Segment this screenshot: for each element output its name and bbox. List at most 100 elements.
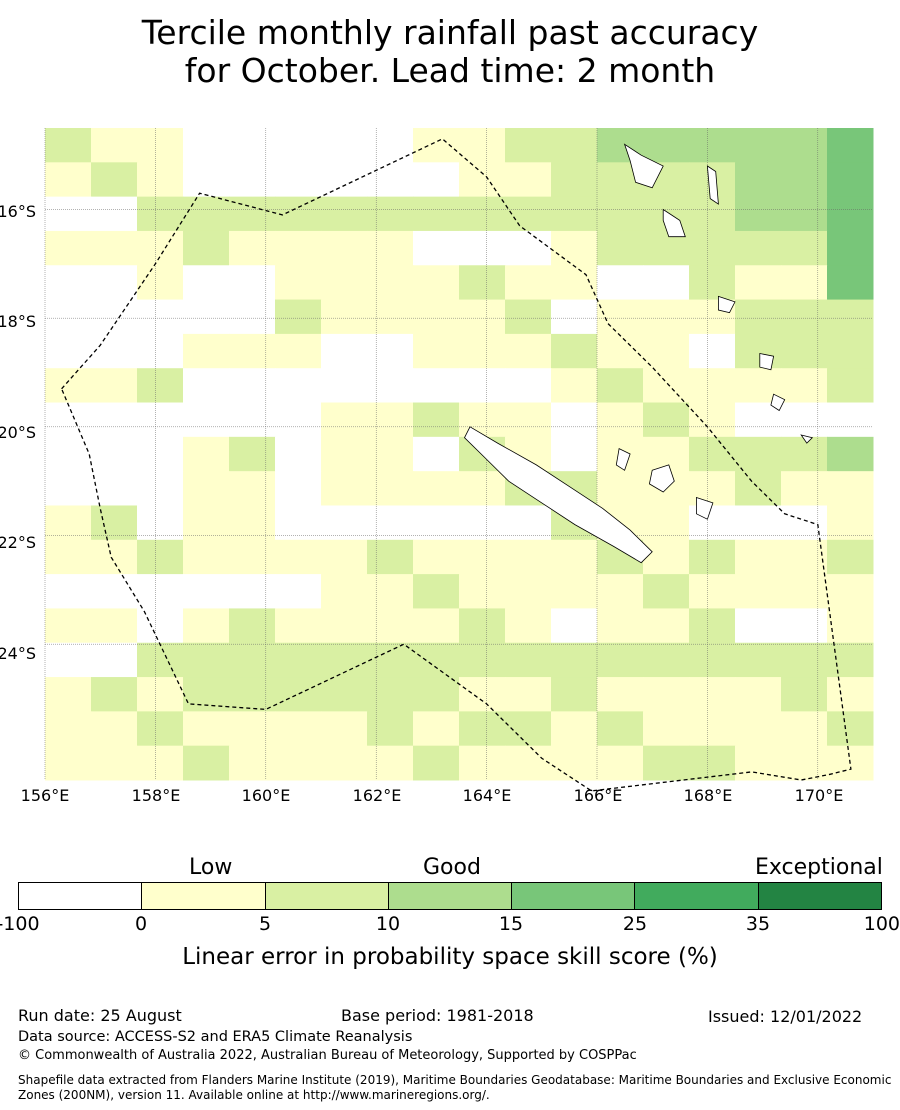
skill-cell <box>367 265 414 301</box>
skill-cell <box>781 608 828 644</box>
skill-cell <box>229 539 276 575</box>
skill-cell <box>643 677 690 712</box>
skill-cell <box>781 333 828 369</box>
base-period: Base period: 1981-2018 <box>341 1006 534 1025</box>
island-malakula <box>662 208 686 238</box>
skill-cell <box>735 471 782 506</box>
skill-cell <box>91 196 138 232</box>
skill-cell <box>229 299 276 335</box>
skill-cell <box>827 333 874 369</box>
skill-cell <box>781 471 828 506</box>
skill-cell <box>413 162 460 198</box>
skill-cell <box>597 711 644 747</box>
skill-cell <box>735 539 782 575</box>
skill-cell <box>321 128 368 163</box>
eez-boundary <box>60 138 852 792</box>
skill-cell <box>183 505 230 541</box>
skill-cell <box>229 196 276 232</box>
skill-cell <box>91 162 138 198</box>
skill-cell <box>137 711 184 747</box>
skill-cell <box>597 574 644 609</box>
skill-cell <box>827 471 874 506</box>
skill-cell <box>91 368 138 404</box>
skill-cell <box>597 608 644 644</box>
skill-cell <box>735 677 782 712</box>
skill-cell <box>45 505 92 541</box>
skill-cell <box>229 642 276 678</box>
skill-cell <box>551 299 598 335</box>
skill-cell <box>91 265 138 301</box>
skill-cell <box>597 677 644 712</box>
skill-cell <box>137 745 184 781</box>
skill-cell <box>229 745 276 781</box>
skill-cell <box>45 711 92 747</box>
skill-cell <box>137 265 184 301</box>
skill-cell <box>689 333 736 369</box>
island-aneityum <box>800 434 814 444</box>
title-line-1: Tercile monthly rainfall past accuracy <box>141 13 759 52</box>
island-tanna <box>770 393 786 412</box>
skill-cell <box>689 642 736 678</box>
y-tick-label: 20°S <box>0 423 36 442</box>
skill-cell <box>505 505 552 541</box>
skill-cell <box>689 230 736 266</box>
skill-cell <box>413 539 460 575</box>
skill-cell <box>643 608 690 644</box>
skill-cell <box>91 333 138 369</box>
skill-cell <box>137 368 184 404</box>
skill-cell <box>459 230 506 266</box>
skill-cell <box>827 128 874 163</box>
skill-cell <box>321 230 368 266</box>
skill-cell <box>459 471 506 506</box>
skill-cell <box>137 677 184 712</box>
skill-cell <box>827 196 874 232</box>
skill-cell <box>367 642 414 678</box>
skill-cell <box>597 368 644 404</box>
skill-cell <box>597 745 644 781</box>
y-tick-label: 16°S <box>0 202 36 221</box>
x-tick-label: 164°E <box>462 786 512 805</box>
skill-cell <box>505 539 552 575</box>
skill-cell <box>137 436 184 472</box>
skill-cell <box>91 128 138 163</box>
skill-cell <box>91 642 138 678</box>
skill-cell <box>781 230 828 266</box>
skill-cell <box>137 230 184 266</box>
skill-cell <box>367 505 414 541</box>
skill-cell <box>781 505 828 541</box>
skill-cell <box>827 402 874 438</box>
skill-cell <box>689 196 736 232</box>
skill-cell <box>689 436 736 472</box>
skill-cell <box>413 299 460 335</box>
colorbar-tick: 35 <box>745 913 771 935</box>
skill-cell <box>183 711 230 747</box>
skill-cell <box>459 642 506 678</box>
skill-cell <box>643 402 690 438</box>
skill-cell <box>827 574 874 609</box>
x-tick-label: 162°E <box>352 786 402 805</box>
skill-cell <box>321 539 368 575</box>
skill-cell <box>413 265 460 301</box>
skill-cell <box>183 196 230 232</box>
x-tick-label: 166°E <box>573 786 623 805</box>
skill-cell <box>689 505 736 541</box>
skill-cell <box>643 265 690 301</box>
skill-cell <box>505 402 552 438</box>
skill-cell <box>735 574 782 609</box>
skill-cell <box>91 677 138 712</box>
skill-cell <box>229 574 276 609</box>
skill-cell <box>367 745 414 781</box>
chart-title: Tercile monthly rainfall past accuracy f… <box>0 14 900 90</box>
skill-cell <box>735 265 782 301</box>
data-source: Data source: ACCESS-S2 and ERA5 Climate … <box>18 1029 413 1045</box>
island-new-caledonia-main <box>464 426 653 564</box>
skill-cell <box>229 677 276 712</box>
skill-cell <box>275 436 322 472</box>
skill-cell <box>321 162 368 198</box>
skill-cell <box>275 230 322 266</box>
skill-cell <box>413 230 460 266</box>
skill-cell <box>551 745 598 781</box>
island-lifou <box>648 464 675 493</box>
y-tick-label: 18°S <box>0 312 36 331</box>
skill-cell <box>597 642 644 678</box>
